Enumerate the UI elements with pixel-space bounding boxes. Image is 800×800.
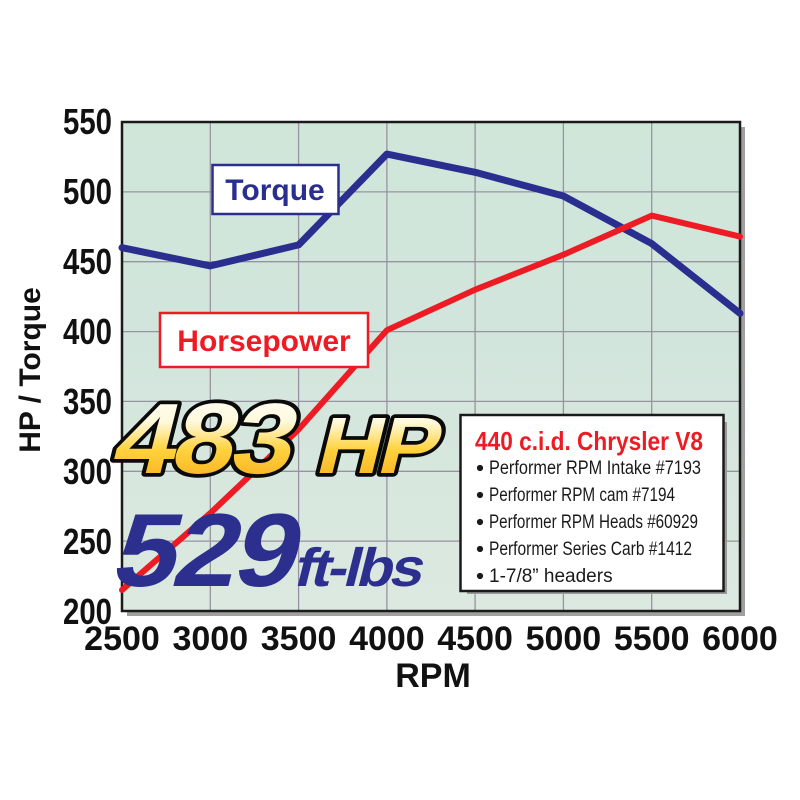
svg-text:HP / Torque: HP / Torque [14,287,47,453]
svg-text:550: 550 [63,101,112,142]
svg-text:440 c.i.d. Chrysler V8: 440 c.i.d. Chrysler V8 [475,426,703,456]
svg-text:RPM: RPM [395,657,471,695]
svg-text:250: 250 [63,521,112,562]
svg-text:500: 500 [63,171,112,212]
svg-text:350: 350 [63,381,112,422]
svg-text:300: 300 [63,451,112,492]
svg-text:450: 450 [63,241,112,282]
svg-text:3000: 3000 [172,620,248,658]
svg-text:Performer RPM Heads #60929: Performer RPM Heads #60929 [489,512,698,533]
svg-text:1-7/8” headers: 1-7/8” headers [489,566,613,587]
svg-text:3500: 3500 [261,620,337,658]
svg-text:Torque: Torque [225,174,324,207]
svg-text:Horsepower: Horsepower [177,325,351,358]
svg-text:5500: 5500 [614,620,690,658]
svg-text:6000: 6000 [702,620,778,658]
svg-text:Performer Series Carb #1412: Performer Series Carb #1412 [489,539,692,560]
svg-text:4500: 4500 [437,620,513,658]
svg-text:4000: 4000 [349,620,425,658]
svg-text:Performer RPM cam #7194: Performer RPM cam #7194 [489,485,675,506]
svg-text:Performer RPM Intake #7193: Performer RPM Intake #7193 [489,458,701,479]
svg-text:2500: 2500 [84,620,160,658]
svg-text:5000: 5000 [526,620,602,658]
svg-text:400: 400 [63,311,112,352]
